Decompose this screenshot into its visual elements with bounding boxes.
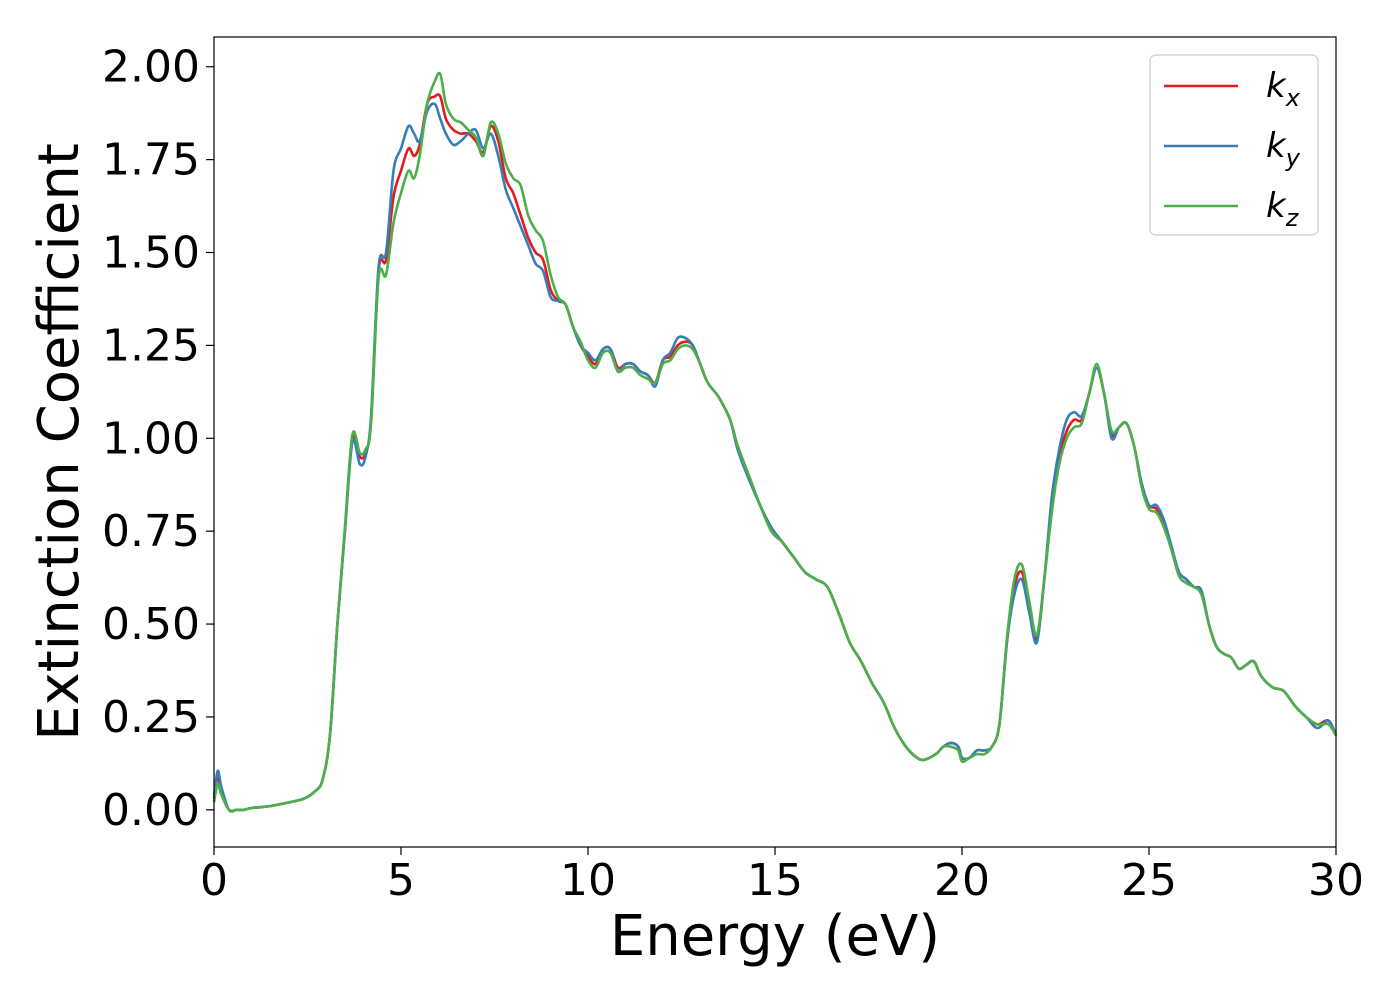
x-tick-label: 20 [934,855,990,906]
y-axis-title: Extinction Coefficient [27,143,92,741]
legend-label-k_x: kx [1266,66,1301,112]
y-tick-label: 0.25 [102,692,200,743]
series-line-k_z [212,71,1338,813]
y-tick-label: 2.00 [102,42,200,93]
y-tick-label: 0.75 [102,506,200,557]
y-tick-label: 1.25 [102,320,200,371]
y-tick-label: 1.50 [102,228,200,279]
y-tick-label: 1.00 [102,413,200,464]
y-axis-ticks: 0.00 0.25 0.50 0.75 1.00 1.25 1.50 1.75 2.00 [102,42,214,836]
x-tick-label: 10 [560,855,616,906]
x-tick-label: 0 [200,855,228,906]
x-tick-label: 30 [1308,855,1364,906]
series-lines [212,71,1338,813]
y-tick-label: 0.00 [102,785,200,836]
x-tick-label: 5 [387,855,415,906]
y-tick-label: 0.50 [102,599,200,650]
x-axis-title: Energy (eV) [610,904,940,969]
legend-label-k_z: kz [1266,186,1300,232]
x-tick-label: 15 [747,855,803,906]
legend: kx ky kz [1149,54,1319,236]
legend-label-k_y: ky [1266,126,1301,172]
y-tick-label: 1.75 [102,135,200,186]
x-tick-label: 25 [1121,855,1177,906]
x-axis-ticks: 0 5 10 15 20 25 30 [200,847,1364,906]
